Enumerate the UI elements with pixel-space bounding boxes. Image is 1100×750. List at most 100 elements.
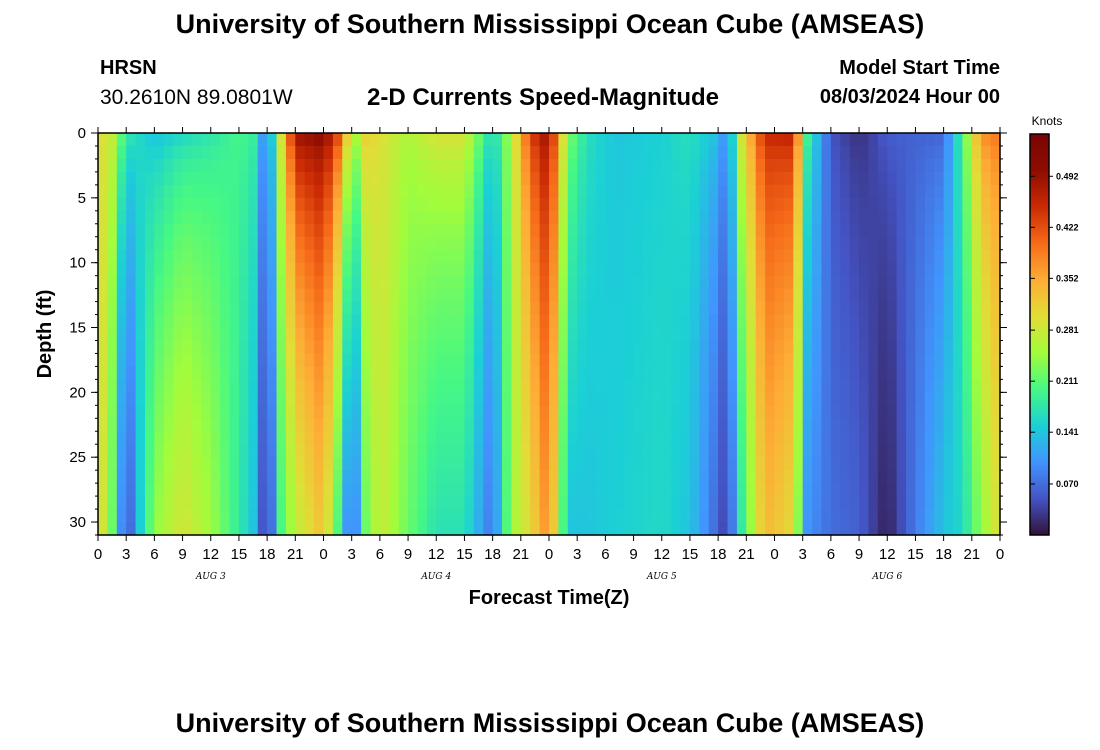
heatmap-cell [830,340,841,355]
heatmap-cell [924,210,935,225]
heatmap-cell [238,431,249,445]
heatmap-cell [981,457,992,471]
heatmap-cell [473,392,484,406]
heatmap-cell [379,366,390,380]
heatmap-cell [990,392,1001,406]
heatmap-cell [135,171,146,186]
heatmap-cell [577,405,588,419]
heatmap-cell [812,444,823,458]
heatmap-cell [351,470,362,484]
heatmap-cell [191,210,202,225]
heatmap-cell [802,418,813,432]
heatmap-cell [859,223,870,238]
heatmap-cell [718,496,729,510]
heatmap-cell [248,496,259,510]
heatmap-cell [267,171,278,186]
heatmap-cell [229,249,240,264]
heatmap-cell [492,197,503,212]
heatmap-cell [210,340,221,355]
heatmap-cell [163,275,174,290]
heatmap-cell [323,158,334,173]
heatmap-cell [295,353,306,368]
heatmap-cell [455,431,466,445]
heatmap-cell [953,379,964,393]
heatmap-cell [906,444,917,458]
heatmap-cell [323,418,334,432]
heatmap-cell [116,392,127,406]
heatmap-cell [840,483,851,497]
heatmap-cell [285,301,296,316]
heatmap-cell [379,509,390,523]
heatmap-cell [361,405,372,419]
heatmap-cell [323,353,334,368]
heatmap-cell [558,353,569,368]
heatmap-cell [567,288,578,303]
heatmap-cell [426,496,437,510]
heatmap-cell [971,236,982,251]
heatmap-cell [408,405,419,419]
heatmap-cell [417,444,428,458]
heatmap-cell [868,444,879,458]
heatmap-cell [304,496,315,510]
heatmap-cell [577,496,588,510]
heatmap-cell [154,288,165,303]
heatmap-cell [859,145,870,160]
heatmap-cell [285,133,296,147]
heatmap-cell [953,184,964,199]
heatmap-cell [379,249,390,264]
heatmap-cell [436,470,447,484]
heatmap-cell [887,483,898,497]
heatmap-cell [708,366,719,380]
heatmap-cell [201,197,212,212]
heatmap-cell [783,431,794,445]
heatmap-cell [276,314,287,329]
heatmap-cell [426,431,437,445]
heatmap-cell [821,405,832,419]
heatmap-cell [220,197,231,212]
x-tick-label: 9 [855,546,863,563]
heatmap-cell [595,444,606,458]
heatmap-cell [906,392,917,406]
heatmap-cell [116,223,127,238]
heatmap-cell [492,171,503,186]
heatmap-cell [332,392,343,406]
heatmap-cell [502,288,513,303]
heatmap-cell [887,184,898,199]
heatmap-cell [304,509,315,523]
heatmap-cell [549,262,559,277]
heatmap-cell [755,210,766,225]
heatmap-cell [708,171,719,186]
heatmap-cell [558,262,569,277]
heatmap-cell [267,483,278,497]
heatmap-cell [906,457,917,471]
heatmap-cell [793,223,804,238]
heatmap-cell [182,262,193,277]
heatmap-cell [821,171,832,186]
heatmap-cell [962,262,973,277]
heatmap-cell [154,483,165,497]
heatmap-cell [398,301,409,316]
heatmap-cell [727,353,738,368]
heatmap-cell [163,301,174,316]
heatmap-cell [417,158,428,173]
heatmap-cell [783,470,794,484]
heatmap-cell [802,158,813,173]
heatmap-cell [417,340,428,355]
heatmap-cell [257,236,268,251]
heatmap-cell [567,197,578,212]
heatmap-cell [736,431,747,445]
heatmap-cell [201,158,212,173]
heatmap-cell [868,379,879,393]
heatmap-cell [699,288,710,303]
heatmap-cell [746,470,757,484]
heatmap-cell [332,184,343,199]
heatmap-cell [849,496,860,510]
heatmap-cell [248,275,259,290]
heatmap-cell [361,314,372,329]
heatmap-cell [530,223,541,238]
heatmap-cell [652,470,663,484]
heatmap-cell [483,275,494,290]
heatmap-cell [971,314,982,329]
heatmap-cell [191,457,202,471]
heatmap-cell [661,288,672,303]
